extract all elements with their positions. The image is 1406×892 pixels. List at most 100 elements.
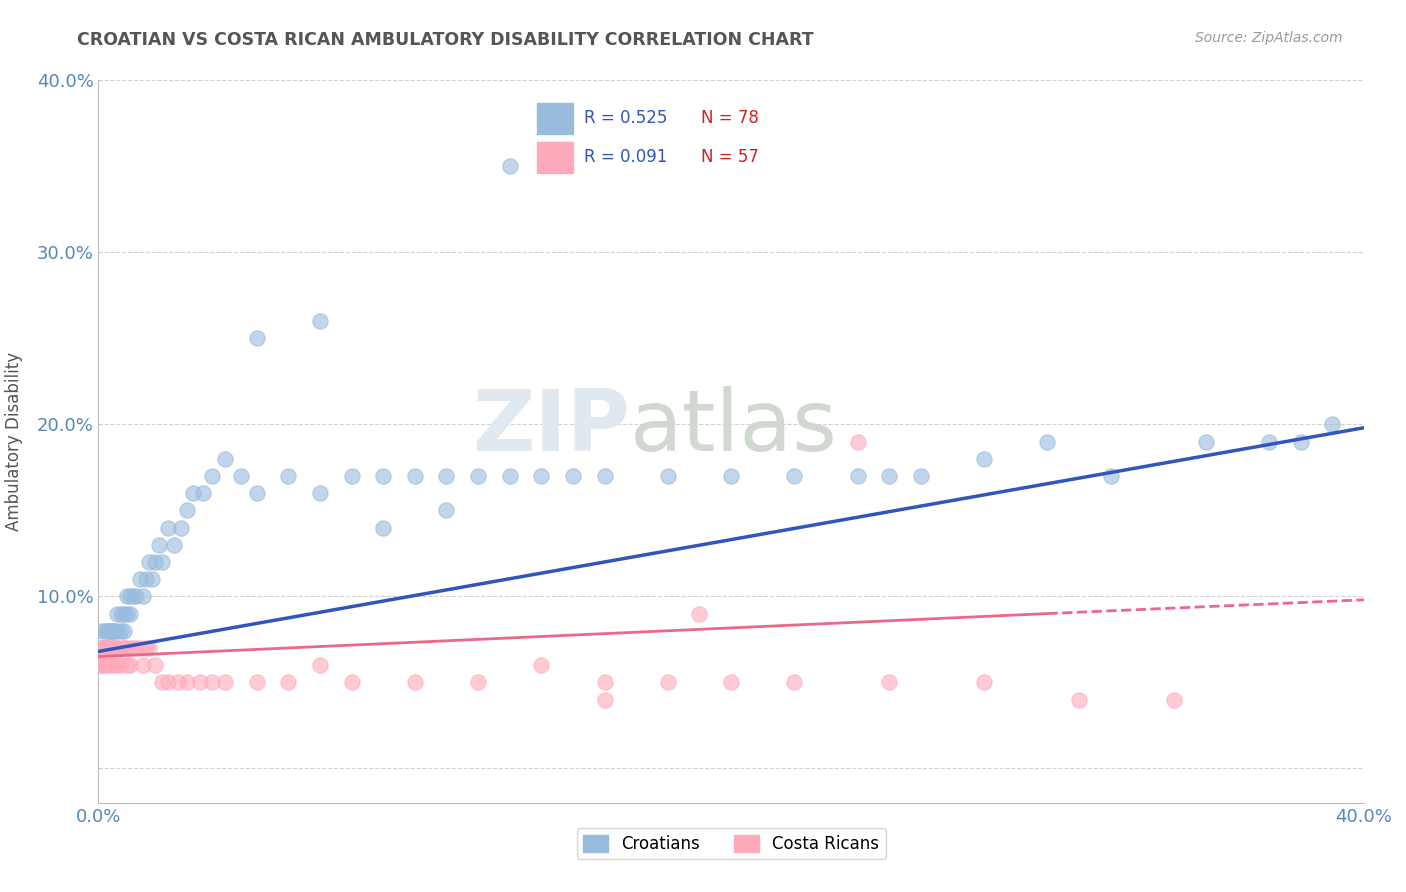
Point <box>846 469 869 483</box>
Point <box>720 469 742 483</box>
Point <box>188 675 211 690</box>
Point <box>90 658 112 673</box>
Point <box>138 640 160 655</box>
Point <box>90 658 112 673</box>
Point <box>657 675 679 690</box>
Point <box>145 555 166 569</box>
Point <box>530 469 553 483</box>
Point <box>103 624 125 638</box>
Point <box>593 692 616 706</box>
Point <box>110 640 132 655</box>
Point <box>103 640 125 655</box>
Point <box>498 469 520 483</box>
Point <box>157 675 180 690</box>
Point <box>163 538 186 552</box>
Point <box>115 640 138 655</box>
Point <box>93 640 117 655</box>
Point <box>593 469 616 483</box>
Point <box>93 624 117 638</box>
Point <box>115 658 138 673</box>
Point <box>97 640 120 655</box>
Point <box>112 640 135 655</box>
Point <box>107 624 129 638</box>
Point <box>277 675 299 690</box>
Point <box>176 503 198 517</box>
Point <box>103 640 125 655</box>
Point <box>593 675 616 690</box>
Y-axis label: Ambulatory Disability: Ambulatory Disability <box>4 352 22 531</box>
Point <box>1257 434 1279 449</box>
Point <box>657 469 679 483</box>
Point <box>90 640 112 655</box>
Point <box>340 675 363 690</box>
Point <box>150 675 173 690</box>
Point <box>125 590 148 604</box>
Point <box>93 640 117 655</box>
Point <box>973 451 995 466</box>
Point <box>103 624 125 638</box>
Point <box>201 675 224 690</box>
Point <box>436 503 458 517</box>
Point <box>530 658 553 673</box>
Point <box>309 658 332 673</box>
Point <box>110 607 132 621</box>
Point <box>157 520 180 534</box>
Point <box>910 469 932 483</box>
Point <box>138 555 160 569</box>
Text: Source: ZipAtlas.com: Source: ZipAtlas.com <box>1195 31 1343 45</box>
Point <box>120 607 141 621</box>
Point <box>309 314 332 328</box>
Point <box>229 469 252 483</box>
Point <box>120 640 141 655</box>
Point <box>128 640 150 655</box>
Point <box>125 640 148 655</box>
Point <box>371 469 394 483</box>
Point <box>176 675 198 690</box>
Text: CROATIAN VS COSTA RICAN AMBULATORY DISABILITY CORRELATION CHART: CROATIAN VS COSTA RICAN AMBULATORY DISAB… <box>77 31 814 49</box>
Point <box>112 640 135 655</box>
Point <box>1036 434 1059 449</box>
Point <box>150 555 173 569</box>
Point <box>120 590 141 604</box>
Point <box>100 624 122 638</box>
Point <box>97 658 120 673</box>
Point <box>169 520 191 534</box>
Point <box>97 640 120 655</box>
Point <box>132 658 155 673</box>
Point <box>135 640 157 655</box>
Point <box>141 572 163 586</box>
Point <box>246 486 269 500</box>
Point <box>371 520 394 534</box>
Legend: Croatians, Costa Ricans: Croatians, Costa Ricans <box>576 828 886 860</box>
Point <box>115 590 138 604</box>
Point <box>467 675 489 690</box>
Point <box>132 590 155 604</box>
Point <box>436 469 458 483</box>
Point <box>97 624 120 638</box>
Point <box>90 640 112 655</box>
Point <box>90 624 112 638</box>
Point <box>1099 469 1122 483</box>
Point <box>214 675 236 690</box>
Point <box>166 675 188 690</box>
Point <box>201 469 224 483</box>
Point <box>93 640 117 655</box>
Point <box>97 624 120 638</box>
Point <box>107 640 129 655</box>
Point <box>783 675 806 690</box>
Point <box>100 658 122 673</box>
Point <box>110 658 132 673</box>
Point <box>145 658 166 673</box>
Point <box>135 572 157 586</box>
Point <box>100 624 122 638</box>
Point <box>688 607 710 621</box>
Point <box>93 640 117 655</box>
Point <box>107 607 129 621</box>
Point <box>720 675 742 690</box>
Point <box>97 640 120 655</box>
Point <box>783 469 806 483</box>
Point <box>467 469 489 483</box>
Text: ZIP: ZIP <box>472 385 630 468</box>
Point <box>877 469 900 483</box>
Point <box>90 640 112 655</box>
